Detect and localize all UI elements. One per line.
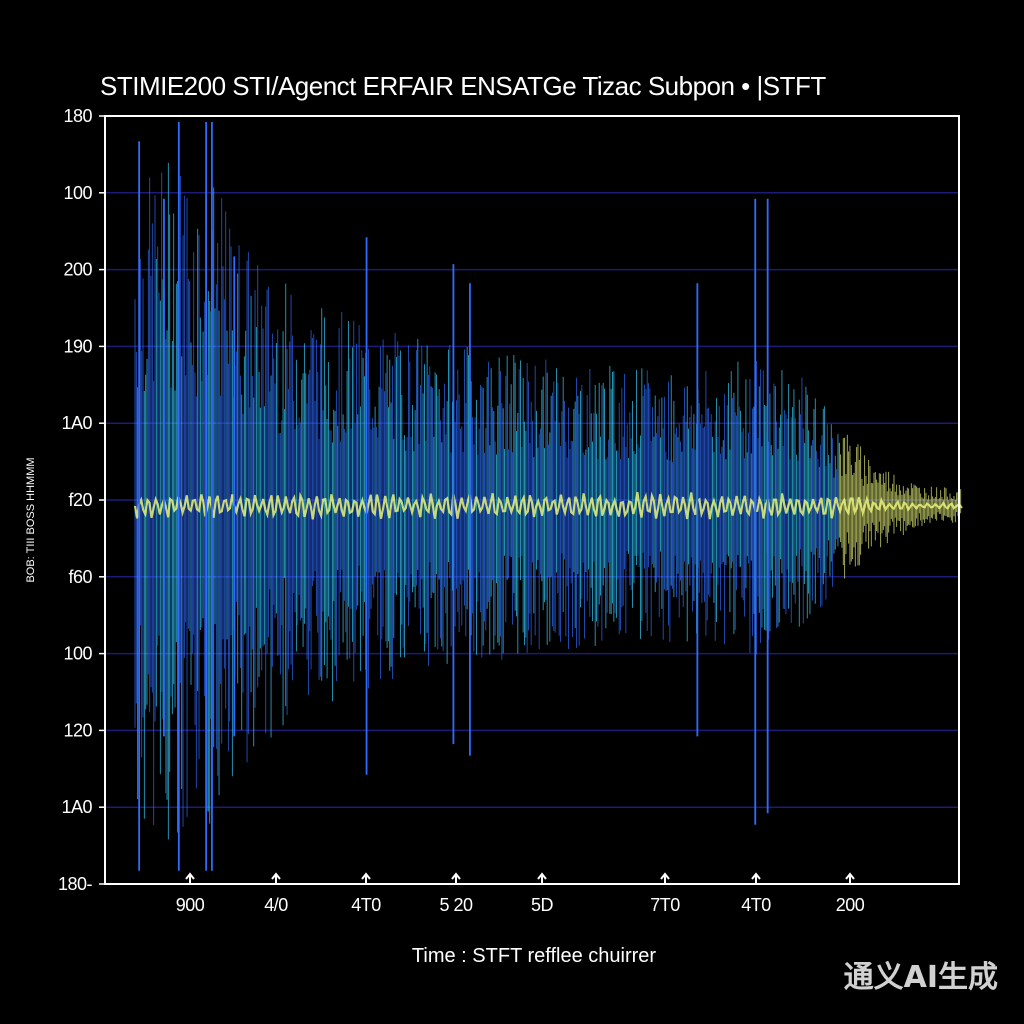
y-axis-ticks: 180 100 200 190 1A0 f20 f60 100 120 1A0 180- <box>58 106 105 894</box>
x-tick-mark <box>185 872 195 884</box>
x-tick-mark <box>537 872 547 884</box>
chart-title: STIMIE200 STI/Agenct ERFAIR ENSATGe Tiza… <box>100 71 826 101</box>
x-tick-mark <box>451 872 461 884</box>
x-tick-label: 5 20 <box>439 895 473 915</box>
y-tick-label: 1A0 <box>61 413 92 433</box>
y-tick-label: 100 <box>63 183 92 203</box>
x-axis-ticks: 900 4/0 4T0 5 20 5D 7T0 4T0 200 <box>176 872 865 915</box>
y-tick-label: f20 <box>68 490 92 510</box>
y-tick-label: 100 <box>63 644 92 664</box>
x-tick-label: 4T0 <box>351 895 381 915</box>
x-axis-label: Time : STFT refflee chuirrer <box>412 945 656 967</box>
x-tick-label: 4/0 <box>264 895 288 915</box>
x-tick-mark <box>361 872 371 884</box>
y-tick-label: f60 <box>68 567 92 587</box>
x-tick-mark <box>271 872 281 884</box>
x-tick-mark <box>751 872 761 884</box>
y-tick-label: 1A0 <box>61 797 92 817</box>
x-tick-label: 7T0 <box>650 895 680 915</box>
x-tick-label: 900 <box>176 895 205 915</box>
x-tick-label: 5D <box>531 895 554 915</box>
y-tick-label: 180- <box>58 874 93 894</box>
x-tick-label: 200 <box>836 895 865 915</box>
y-axis-label: BOB: TIII BOSS HHMMM <box>25 457 37 582</box>
center-band <box>133 491 963 520</box>
y-tick-label: 120 <box>63 720 92 740</box>
y-tick-label: 180 <box>63 106 92 126</box>
x-tick-mark <box>660 872 670 884</box>
ai-watermark: 通义AI生成 <box>843 960 998 995</box>
y-tick-label: 190 <box>63 336 92 356</box>
waveform <box>133 122 963 871</box>
x-tick-label: 4T0 <box>741 895 771 915</box>
x-tick-mark <box>845 872 855 884</box>
y-tick-label: 200 <box>63 260 92 280</box>
